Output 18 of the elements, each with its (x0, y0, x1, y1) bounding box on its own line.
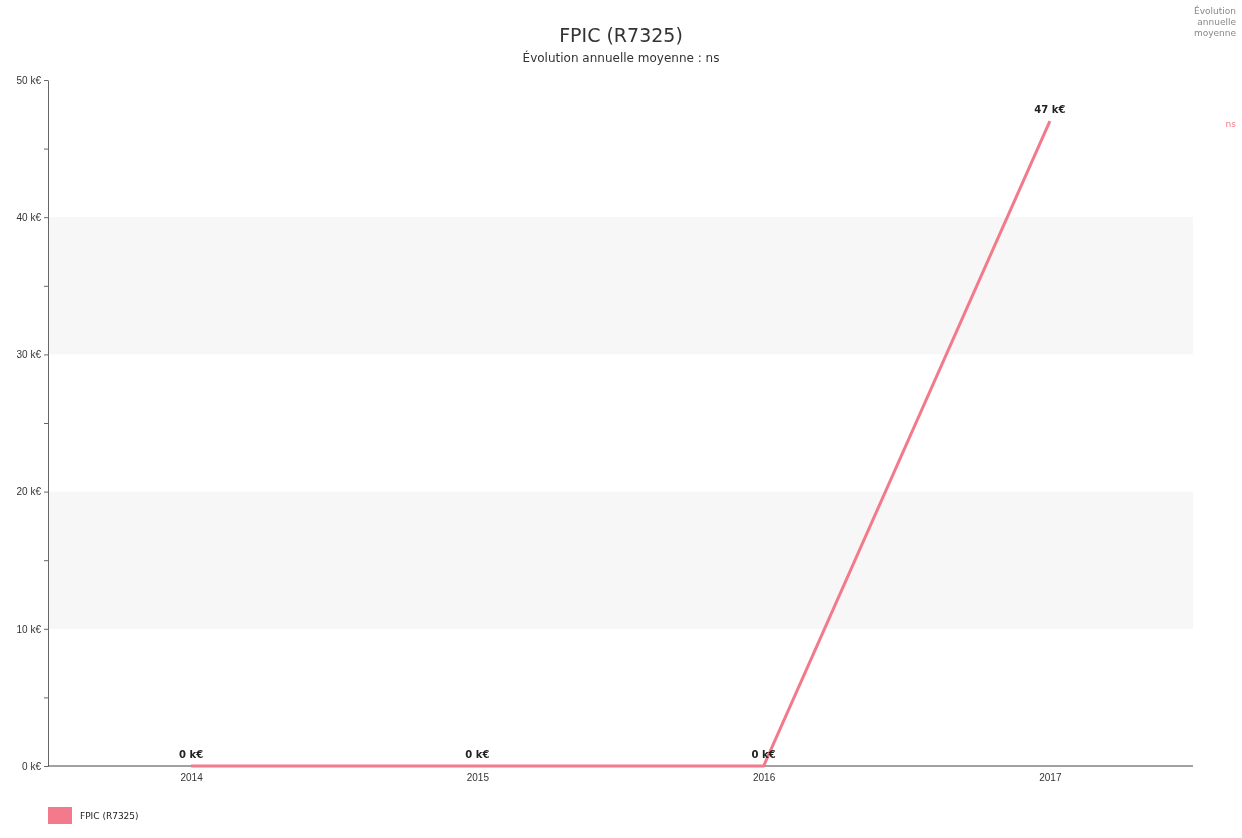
y-tick-label: 50 k€ (16, 74, 42, 86)
chart-title: FPIC (R7325) (559, 24, 683, 46)
legend-label: FPIC (R7325) (80, 811, 139, 821)
x-tick-label: 2015 (466, 772, 490, 784)
data-label: 0 k€ (465, 749, 490, 760)
y-tick-label: 10 k€ (16, 623, 42, 635)
y-tick-label: 20 k€ (16, 486, 42, 498)
data-label: 47 k€ (1034, 104, 1066, 116)
text: Évolution annuelle moyenne (1193, 5, 1237, 38)
x-tick-label: 2014 (180, 772, 204, 784)
y-tick-label: 0 k€ (22, 760, 42, 772)
x-tick-label: 2016 (753, 772, 776, 784)
y-tick-label: 30 k€ (16, 349, 42, 361)
x-tick-label: 2017 (1039, 772, 1062, 784)
chart-subtitle: Évolution annuelle moyenne : ns (522, 50, 720, 65)
data-label: 0 k€ (179, 749, 204, 760)
y-tick-label: 40 k€ (16, 211, 42, 223)
text: ns (1225, 119, 1237, 129)
